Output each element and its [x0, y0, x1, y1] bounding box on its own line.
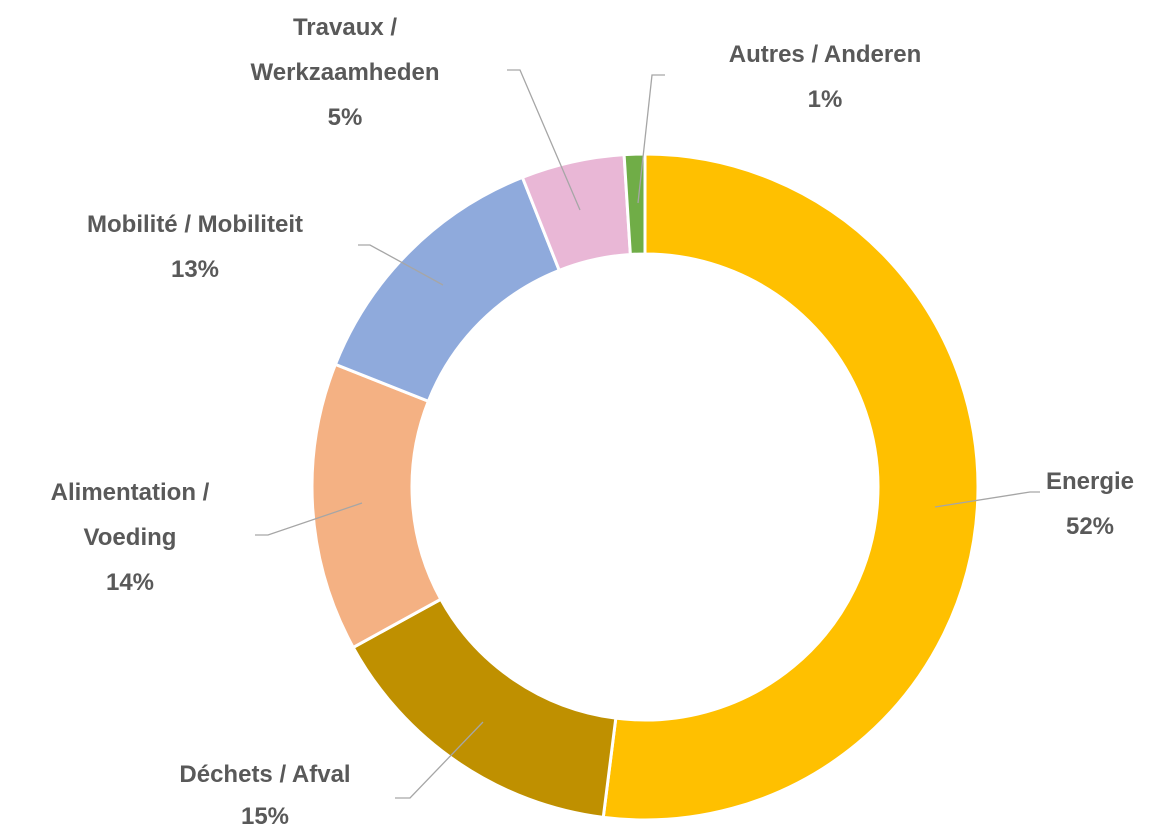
value-label: 5%: [327, 104, 363, 131]
category-label: Travaux / Werkzaamheden: [250, 14, 440, 86]
leader-line: [395, 721, 484, 799]
leader-line: [358, 244, 444, 286]
leader-line: [637, 74, 665, 204]
value-label: 1%: [807, 86, 843, 113]
data-label: Mobilité / Mobiliteit 13%: [25, 202, 365, 292]
category-label: Mobilité / Mobiliteit: [87, 211, 303, 238]
donut-slice: [601, 152, 980, 822]
data-label: Autres / Anderen 1%: [675, 32, 975, 122]
leader-line: [507, 69, 581, 211]
category-label: Alimentation / Voeding: [50, 479, 210, 551]
donut-slice: [333, 175, 562, 404]
leader-line: [934, 491, 1040, 508]
donut-slice: [310, 362, 443, 650]
value-label: 13%: [170, 256, 220, 283]
category-label: Energie: [1045, 468, 1135, 495]
value-label: 15%: [240, 803, 290, 830]
data-label: Déchets / Afval 15%: [115, 754, 415, 837]
data-label: Travaux / Werkzaamheden 5%: [220, 5, 470, 140]
category-label: Autres / Anderen: [728, 41, 922, 68]
value-label: 52%: [1065, 513, 1115, 540]
data-label: Energie 52%: [1005, 459, 1155, 549]
category-label: Déchets / Afval: [179, 761, 351, 788]
leader-line: [255, 502, 363, 536]
data-label: Alimentation / Voeding 14%: [5, 470, 255, 605]
donut-slice: [622, 152, 647, 257]
value-label: 14%: [105, 569, 155, 596]
